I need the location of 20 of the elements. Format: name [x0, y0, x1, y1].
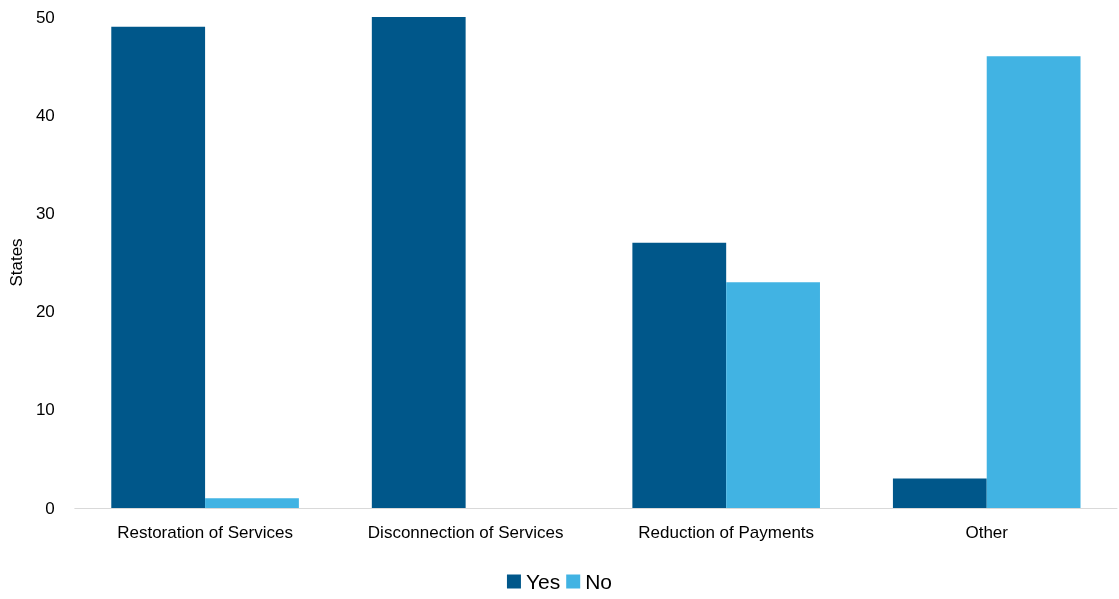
- y-tick-label: 50: [35, 7, 55, 27]
- bar: [892, 478, 987, 508]
- y-tick-label: 10: [35, 400, 55, 420]
- bar: [111, 26, 206, 508]
- y-axis-title: States: [7, 238, 26, 287]
- bar: [632, 242, 727, 508]
- x-tick-label: Other: [965, 523, 1009, 542]
- bar: [986, 56, 1081, 508]
- y-tick-label: 30: [35, 203, 55, 223]
- bar: [205, 498, 299, 508]
- x-tick-label: Restoration of Services: [117, 523, 293, 542]
- legend-label: No: [585, 570, 613, 593]
- y-tick-label: 0: [45, 498, 55, 518]
- bar: [371, 17, 466, 508]
- x-tick-label: Disconnection of Services: [367, 523, 564, 542]
- bar: [726, 282, 820, 508]
- x-tick-label: Reduction of Payments: [638, 523, 815, 542]
- y-tick-label: 40: [35, 105, 55, 125]
- y-tick-label: 20: [35, 302, 55, 322]
- legend-label: Yes: [525, 570, 561, 593]
